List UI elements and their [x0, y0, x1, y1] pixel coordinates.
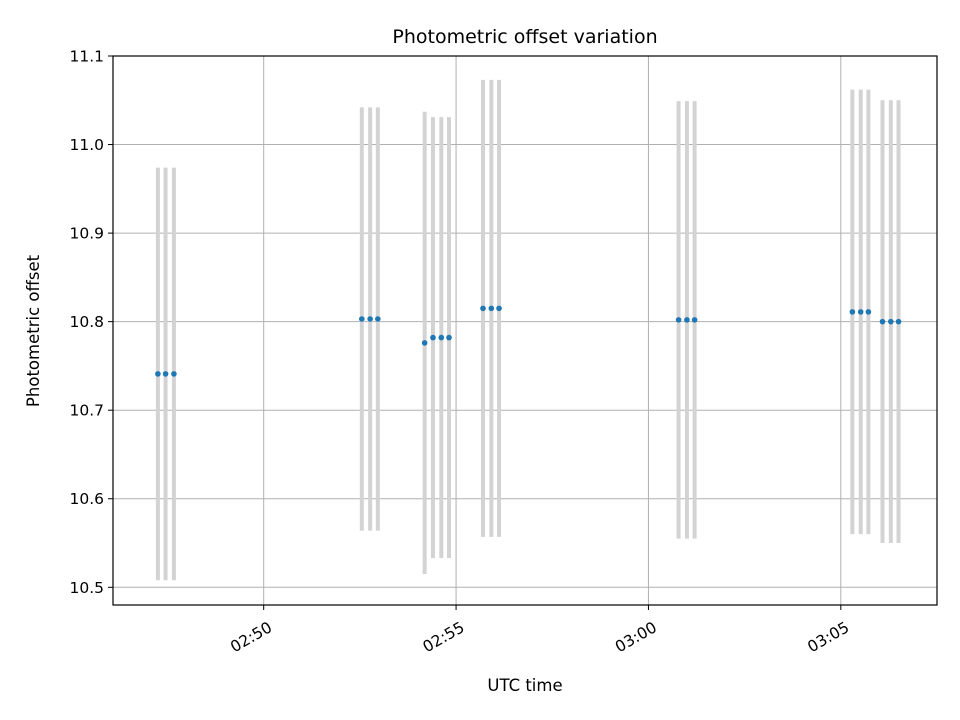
data-point: [155, 371, 161, 377]
y-tick-label: 11.0: [69, 136, 104, 154]
data-point: [430, 334, 436, 341]
data-point: [162, 371, 169, 377]
data-point: [438, 334, 445, 341]
plot-frame: [112, 55, 938, 606]
data-point: [849, 309, 856, 315]
data-point: [488, 305, 495, 312]
y-tick-label: 10.6: [69, 490, 104, 508]
data-point: [421, 340, 428, 346]
y-tick-label: 10.7: [69, 402, 104, 420]
y-axis-label: Photometric offset: [24, 254, 43, 407]
data-point: [857, 309, 864, 315]
data-point: [691, 317, 698, 323]
data-point: [888, 318, 894, 325]
chart-title: Photometric offset variation: [392, 26, 657, 48]
data-point: [879, 318, 886, 325]
data-point: [367, 316, 373, 322]
data-point: [446, 334, 452, 341]
data-points: [155, 305, 902, 377]
x-axis-label: UTC time: [487, 676, 562, 695]
data-point: [865, 309, 872, 315]
y-tick-label: 10.5: [69, 579, 104, 597]
y-tick-label: 10.9: [69, 225, 104, 243]
data-point: [684, 317, 690, 323]
y-axis-ticks: 10.5 10.6 10.7 10.8 10.9 11.0 11.1: [69, 48, 113, 597]
data-point: [675, 317, 682, 323]
y-tick-label: 10.8: [69, 313, 104, 331]
data-point: [895, 318, 902, 325]
data-point: [375, 316, 381, 322]
data-point: [496, 305, 502, 312]
data-point: [171, 371, 177, 377]
data-point: [359, 316, 365, 322]
y-tick-label: 11.1: [69, 48, 104, 66]
data-point: [480, 305, 486, 312]
